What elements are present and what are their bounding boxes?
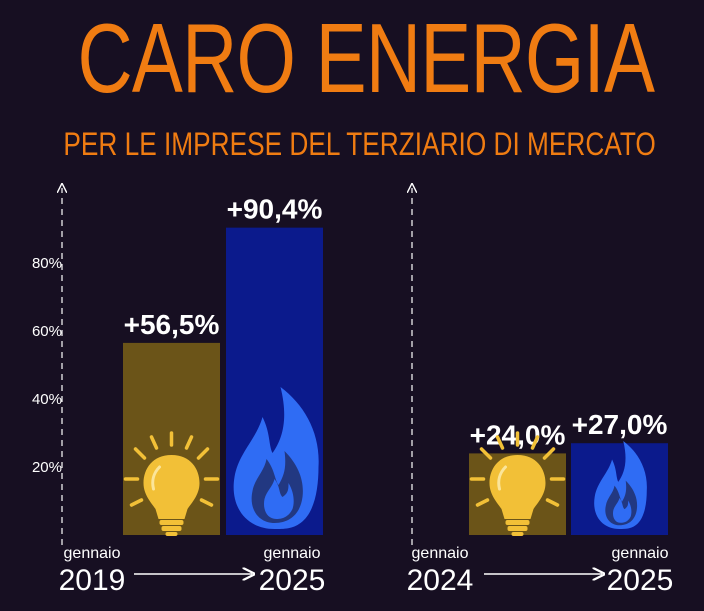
y-tick-label: 80% [32, 255, 62, 272]
flame-icon [594, 440, 647, 529]
bar-value-label: +90,4% [227, 194, 323, 225]
page-title: CARO ENERGIA [77, 3, 655, 113]
end-year-label: 2025 [259, 564, 326, 597]
end-year-label: 2025 [607, 564, 674, 597]
start-month-label: gennaio [412, 545, 469, 562]
end-month-label: gennaio [264, 545, 321, 562]
bar-value-label: +27,0% [572, 409, 668, 440]
start-year-label: 2019 [59, 564, 126, 597]
y-tick-label: 20% [32, 459, 62, 476]
bar-value-label: +56,5% [124, 309, 220, 340]
y-tick-label: 40% [32, 391, 62, 408]
page-subtitle: PER LE IMPRESE DEL TERZIARIO DI MERCATO [63, 126, 656, 162]
chart-panel-1: 20% 40% 60% 80% +56,5% +90,4% gennaio 2019 genna… [32, 188, 325, 597]
end-month-label: gennaio [612, 545, 669, 562]
lightbulb-icon [469, 431, 566, 536]
flame-icon [233, 387, 319, 529]
start-year-label: 2024 [407, 564, 474, 597]
y-tick-label: 60% [32, 323, 62, 340]
lightbulb-icon [123, 431, 220, 536]
start-month-label: gennaio [64, 545, 121, 562]
